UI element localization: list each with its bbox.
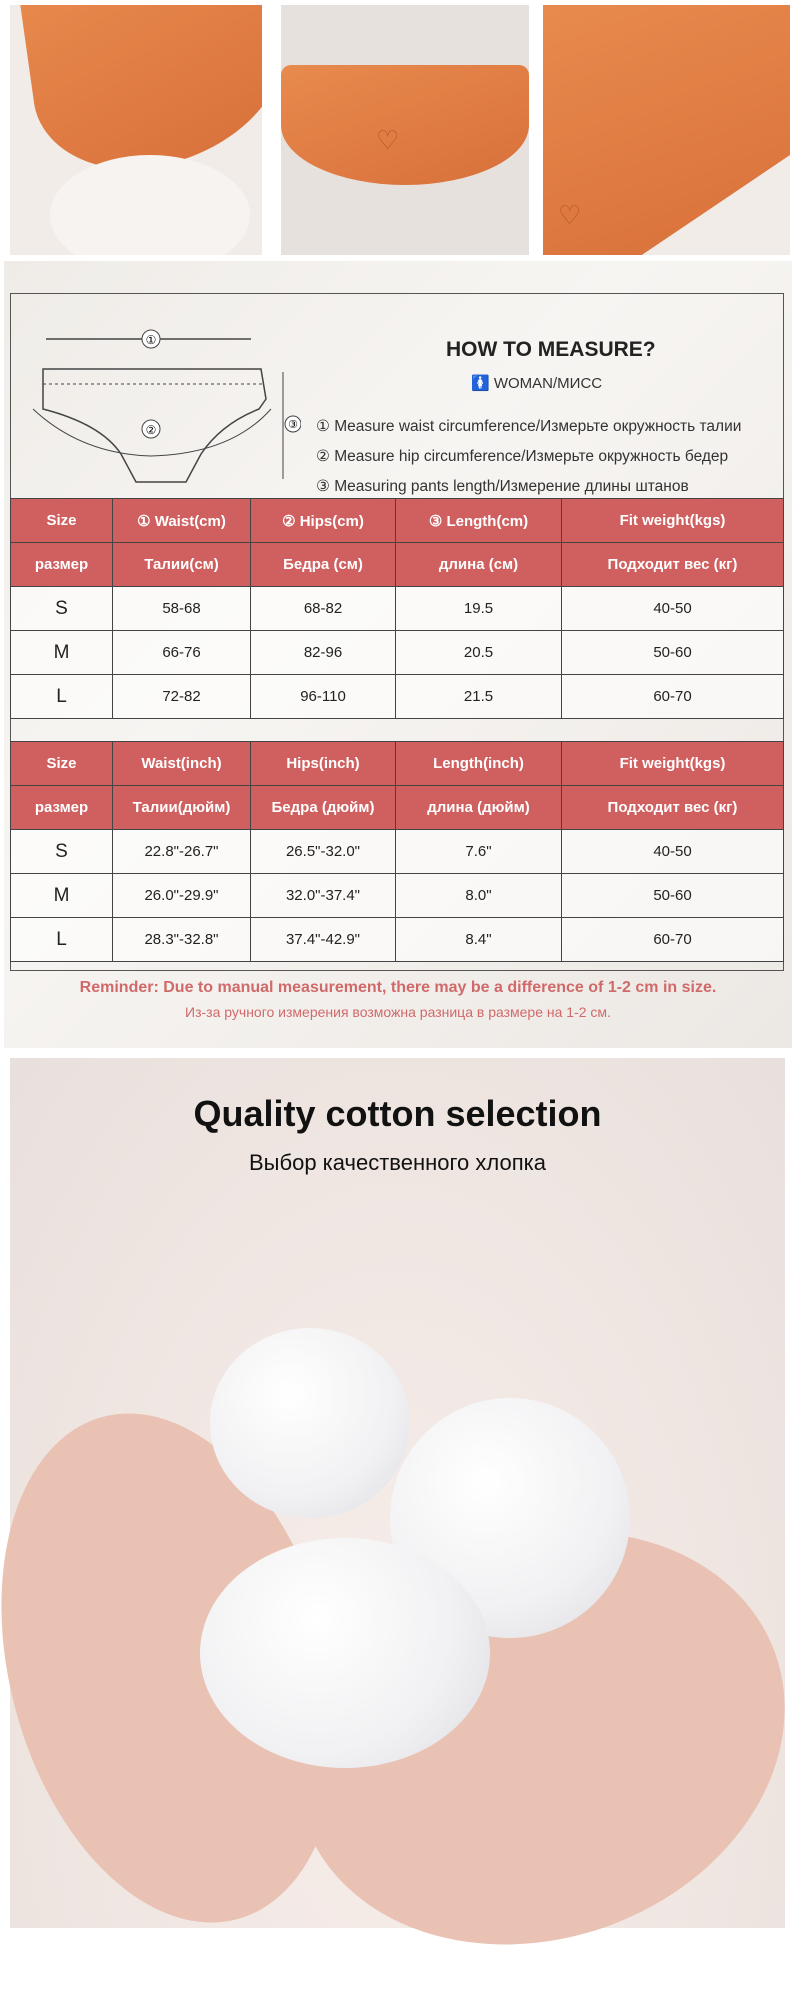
table-row: M 26.0"-29.9" 32.0"-37.4" 8.0" 50-60	[10, 873, 784, 918]
measure-guide-box: ① ② ③ HOW TO MEASURE? 🚺 WOMAN/МИСС ① Mea…	[10, 293, 784, 971]
svg-text:③: ③	[288, 419, 298, 431]
reminder-ru: Из-за ручного измерения возможна разница…	[185, 1004, 611, 1020]
size-table-inch: Size Waist(inch) Hips(inch) Length(inch) Fit…	[10, 741, 784, 962]
table-row: L 72-82 96-110 21.5 60-70	[10, 674, 784, 719]
woman-label: 🚺 WOMAN/МИСС	[471, 375, 603, 392]
measure-step: ③ Measuring pants length/Измерение длины…	[316, 478, 689, 495]
product-photo-3: ♡	[543, 5, 790, 255]
cotton-subtitle: Выбор качественного хлопка	[249, 1150, 546, 1175]
product-photo-2: ♡	[281, 5, 529, 255]
table-row: M 66-76 82-96 20.5 50-60	[10, 630, 784, 675]
table-row: L 28.3"-32.8" 37.4"-42.9" 8.4" 60-70	[10, 917, 784, 962]
product-photo-1	[10, 5, 262, 255]
svg-text:①: ①	[146, 333, 157, 347]
heart-key-embroidery-icon: ♡	[376, 125, 400, 155]
woman-icon: 🚺	[471, 375, 494, 392]
heart-key-embroidery-icon: ♡	[558, 200, 582, 230]
svg-text:②: ②	[146, 423, 157, 437]
cotton-section: Quality cotton selection Выбор качествен…	[0, 1058, 800, 2011]
measure-step: ② Measure hip circumference/Измерьте окр…	[316, 448, 729, 465]
how-to-measure-title: HOW TO MEASURE?	[446, 338, 656, 361]
reminder-en: Reminder: Due to manual measurement, the…	[79, 979, 717, 996]
cotton-title: Quality cotton selection	[193, 1093, 602, 1134]
panties-diagram: ① ② ③	[32, 329, 301, 483]
size-chart-section: ① ② ③ HOW TO MEASURE? 🚺 WOMAN/МИСС ① Mea…	[4, 261, 792, 1048]
size-table-cm: Size ① Waist(cm) ② Hips(cm) ③ Length(cm) Fit…	[10, 498, 784, 719]
table-row: S 58-68 68-82 19.5 40-50	[10, 586, 784, 631]
measure-step: ① Measure waist circumference/Измерьте о…	[316, 418, 742, 435]
table-row: S 22.8"-26.7" 26.5"-32.0" 7.6" 40-50	[10, 829, 784, 874]
